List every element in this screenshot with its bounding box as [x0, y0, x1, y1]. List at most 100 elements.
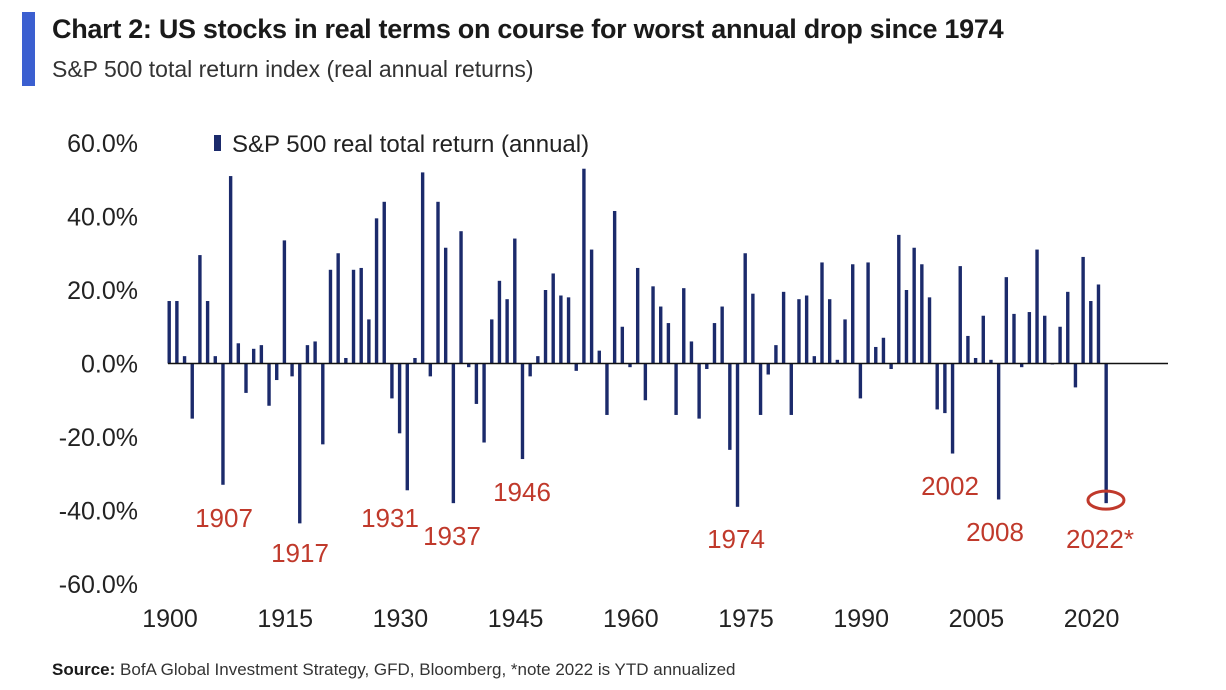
bar-2017	[1066, 291, 1070, 364]
bar-2014	[1043, 315, 1047, 364]
bar-2002	[950, 363, 955, 454]
bar-1929	[390, 363, 394, 399]
bar-1915	[282, 240, 287, 364]
bar-1905	[205, 301, 210, 364]
bar-2013	[1035, 249, 1039, 364]
bar-1955	[589, 249, 594, 364]
annotation-1907: 1907	[195, 503, 253, 533]
bar-1965	[666, 323, 671, 364]
bar-1938	[459, 231, 463, 364]
bar-1902	[182, 356, 187, 364]
bar-1927	[374, 218, 379, 364]
y-tick-label: -40.0%	[59, 498, 138, 526]
bar-1987	[835, 359, 840, 364]
bar-1985	[820, 262, 824, 364]
bar-1904	[198, 255, 202, 364]
bar-2001	[943, 363, 947, 414]
annotation-1937: 1937	[423, 521, 481, 551]
x-tick-label: 2020	[1064, 605, 1120, 633]
annotation-1931: 1931	[361, 503, 419, 533]
bar-1969	[697, 363, 701, 419]
bar-1937	[451, 363, 456, 504]
bar-1906	[213, 356, 217, 364]
bar-1940	[474, 363, 479, 404]
bar-1950	[551, 273, 555, 364]
bar-1984	[812, 356, 817, 364]
bar-1983	[804, 295, 809, 364]
bar-1963	[651, 286, 655, 364]
x-tick-label: 1945	[488, 605, 544, 633]
bar-1956	[597, 350, 601, 364]
y-tick-label: 60.0%	[67, 130, 138, 158]
bar-1918	[305, 345, 310, 364]
y-tick-label: -60.0%	[59, 571, 138, 599]
bar-1980	[781, 291, 786, 364]
bar-1922	[336, 253, 340, 364]
bar-1931	[405, 363, 409, 491]
bar-1932	[413, 357, 417, 364]
bar-1941	[482, 363, 486, 443]
bar-1996	[904, 290, 909, 364]
bar-1962	[643, 363, 648, 401]
annotation-2022: 2022*	[1066, 524, 1134, 554]
bar-2020	[1089, 301, 1093, 364]
legend-label: S&P 500 real total return (annual)	[232, 131, 589, 158]
bar-1933	[420, 172, 425, 364]
bar-1936	[443, 247, 448, 364]
bar-1957	[605, 363, 609, 415]
bar-chart: 60.0%40.0%20.0%0.0%-20.0%-40.0%-60.0%190…	[59, 130, 1168, 633]
bar-1982	[797, 299, 801, 364]
bar-1912	[259, 345, 264, 364]
bar-1993	[881, 337, 886, 364]
chart-subtitle: S&P 500 total return index (real annual …	[52, 56, 534, 82]
bar-1926	[367, 319, 371, 364]
bar-1952	[566, 297, 571, 364]
y-tick-label: 0.0%	[81, 351, 138, 379]
bar-1947	[528, 363, 532, 377]
annotation-1946: 1946	[493, 477, 551, 507]
bar-1928	[382, 201, 386, 364]
bar-1901	[175, 301, 179, 364]
bar-1999	[927, 297, 932, 364]
bar-1900	[167, 301, 171, 364]
source-note: Source: BofA Global Investment Strategy,…	[52, 660, 736, 680]
bar-1973	[728, 363, 732, 450]
bar-2021	[1096, 284, 1101, 364]
bar-2019	[1081, 256, 1085, 364]
bar-1911	[251, 348, 256, 364]
bar-1966	[674, 363, 678, 415]
bar-1986	[827, 299, 832, 364]
y-tick-label: 40.0%	[67, 204, 138, 232]
bar-2016	[1058, 326, 1062, 364]
bar-1979	[774, 345, 778, 364]
highlight-circle-2022	[1086, 489, 1126, 511]
bar-1994	[889, 363, 893, 370]
annotation-2002: 2002	[921, 471, 979, 501]
bar-1998	[920, 264, 924, 364]
bar-1997	[912, 247, 916, 364]
bar-1961	[635, 267, 640, 364]
bar-1944	[505, 299, 509, 364]
bar-1953	[574, 363, 578, 371]
legend-swatch	[214, 135, 221, 151]
bar-1913	[267, 363, 271, 406]
bar-1968	[689, 341, 694, 364]
bar-1919	[313, 341, 317, 364]
source-text: BofA Global Investment Strategy, GFD, Bl…	[120, 660, 736, 679]
bar-1930	[397, 363, 402, 434]
bar-1908	[228, 176, 233, 364]
bar-2000	[935, 363, 939, 410]
bar-1992	[874, 346, 878, 364]
bar-1921	[328, 269, 333, 364]
bar-1903	[190, 363, 194, 419]
bar-2003	[958, 266, 962, 364]
annotation-2008: 2008	[966, 517, 1024, 547]
bar-1960	[628, 363, 632, 368]
bar-1934	[428, 363, 433, 377]
bar-1935	[436, 201, 440, 364]
bar-1939	[467, 363, 471, 368]
bar-1954	[582, 168, 586, 364]
bar-1948	[536, 356, 540, 364]
bar-1917	[298, 363, 302, 524]
bar-1978	[766, 363, 770, 375]
